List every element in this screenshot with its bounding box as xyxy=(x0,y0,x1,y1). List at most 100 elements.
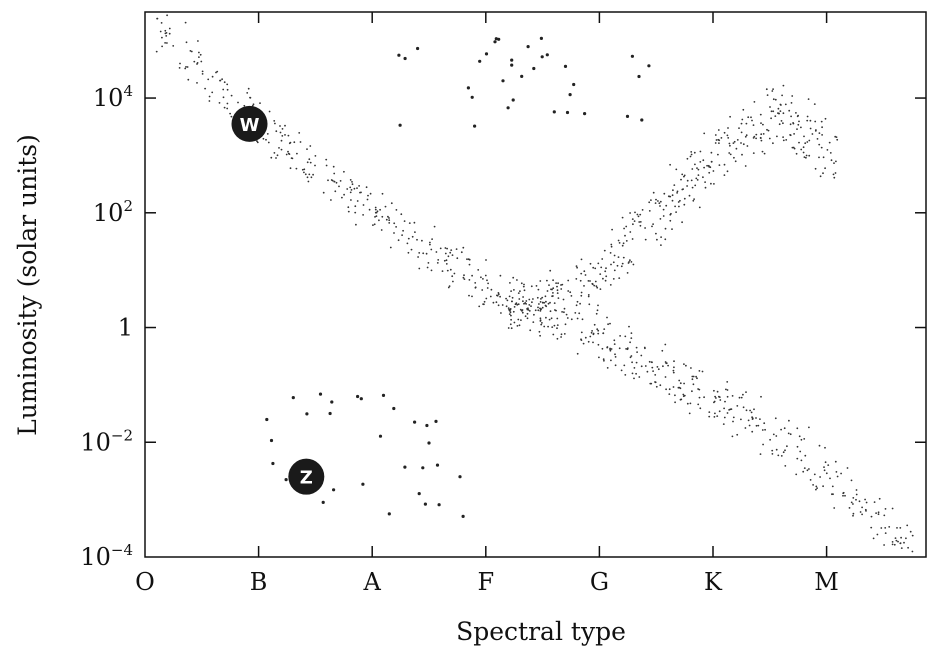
main-sequence-point xyxy=(446,247,448,250)
main-sequence-point xyxy=(285,153,288,156)
giants-point xyxy=(596,309,599,312)
main-sequence-point xyxy=(906,524,909,527)
white-dwarfs-point xyxy=(271,461,275,466)
giants-point xyxy=(714,134,717,136)
white-dwarfs-point xyxy=(284,478,288,482)
main-sequence-point xyxy=(374,216,376,218)
main-sequence-point xyxy=(249,96,251,99)
main-sequence-point xyxy=(435,251,438,253)
main-sequence-point xyxy=(393,222,396,225)
main-sequence-point xyxy=(718,410,721,413)
main-sequence-point xyxy=(563,311,565,314)
giants-point xyxy=(693,151,696,154)
main-sequence-point xyxy=(749,409,751,412)
giants-point xyxy=(557,282,559,285)
main-sequence-point xyxy=(284,124,286,127)
main-sequence-point xyxy=(855,498,857,501)
main-sequence-point xyxy=(343,170,345,173)
main-sequence-point xyxy=(367,194,369,197)
main-sequence-point xyxy=(795,473,798,476)
giants-point xyxy=(592,266,595,269)
main-sequence-point xyxy=(824,446,826,449)
giants-point xyxy=(791,146,794,149)
giants-point xyxy=(595,312,598,315)
supergiants-point xyxy=(563,64,568,68)
giants-point xyxy=(713,183,715,185)
main-sequence-point xyxy=(266,133,269,135)
giants-point xyxy=(808,154,811,157)
main-sequence-point xyxy=(393,232,395,234)
giants-point xyxy=(675,168,678,171)
main-sequence-point xyxy=(388,219,391,222)
giants-point xyxy=(681,221,683,224)
giants-point xyxy=(521,309,524,311)
main-sequence-point xyxy=(161,36,163,39)
giants-point xyxy=(772,98,775,101)
main-sequence-point xyxy=(714,412,716,415)
main-sequence-point xyxy=(909,530,912,533)
main-sequence-point xyxy=(561,311,563,313)
giants-point xyxy=(539,308,542,311)
main-sequence-point xyxy=(341,196,343,199)
main-sequence-point xyxy=(824,461,827,464)
main-sequence-point xyxy=(310,176,313,179)
giants-point xyxy=(669,219,672,222)
giants-point xyxy=(588,303,591,306)
main-sequence-point xyxy=(784,449,786,452)
main-sequence-point xyxy=(262,137,265,140)
main-sequence-point xyxy=(471,295,473,298)
main-sequence-point xyxy=(168,32,171,35)
giants-point xyxy=(715,139,718,141)
giants-point xyxy=(639,213,642,216)
giants-point xyxy=(733,140,736,143)
giants-point xyxy=(676,192,678,194)
main-sequence-point xyxy=(468,258,471,261)
main-sequence-point xyxy=(870,526,873,529)
giants-point xyxy=(800,126,802,129)
giants-point xyxy=(690,179,693,182)
giants-point xyxy=(696,167,698,170)
main-sequence-point xyxy=(753,408,755,411)
main-sequence-point xyxy=(186,66,189,68)
main-sequence-point xyxy=(589,335,592,338)
main-sequence-point xyxy=(740,418,742,421)
main-sequence-point xyxy=(613,339,616,342)
main-sequence-point xyxy=(636,351,638,353)
main-sequence-point xyxy=(763,422,766,425)
main-sequence-point xyxy=(884,508,887,510)
white-dwarfs-point xyxy=(417,492,421,496)
giants-point xyxy=(814,130,817,132)
main-sequence-point xyxy=(570,318,573,321)
giants-point xyxy=(729,153,732,156)
main-sequence-point xyxy=(373,223,376,226)
x-tick-label: O xyxy=(135,568,155,596)
main-sequence-point xyxy=(603,359,605,362)
main-sequence-point xyxy=(306,148,308,151)
white-dwarfs-point xyxy=(318,392,323,396)
main-sequence-point xyxy=(474,286,477,289)
main-sequence-point xyxy=(449,268,452,271)
giants-point xyxy=(513,321,516,324)
main-sequence-point xyxy=(842,494,844,497)
giants-point xyxy=(690,151,693,153)
giants-point xyxy=(541,296,544,299)
main-sequence-point xyxy=(812,484,814,486)
y-tick-label: 1 xyxy=(118,314,133,342)
giants-point xyxy=(610,263,612,266)
giants-point xyxy=(604,279,607,282)
main-sequence-point xyxy=(322,191,325,194)
main-sequence-point xyxy=(389,246,392,249)
main-sequence-point xyxy=(350,199,352,201)
giants-point xyxy=(740,142,742,144)
main-sequence-point xyxy=(718,395,720,398)
main-sequence-point xyxy=(159,30,162,33)
giants-point xyxy=(597,304,599,307)
main-sequence-point xyxy=(537,288,540,291)
main-sequence-point xyxy=(172,45,175,47)
giants-point xyxy=(584,274,587,276)
main-sequence-point xyxy=(565,313,568,316)
main-sequence-point xyxy=(865,501,868,504)
giants-point xyxy=(789,123,792,126)
main-sequence-point xyxy=(880,527,883,529)
giants-point xyxy=(742,108,745,111)
